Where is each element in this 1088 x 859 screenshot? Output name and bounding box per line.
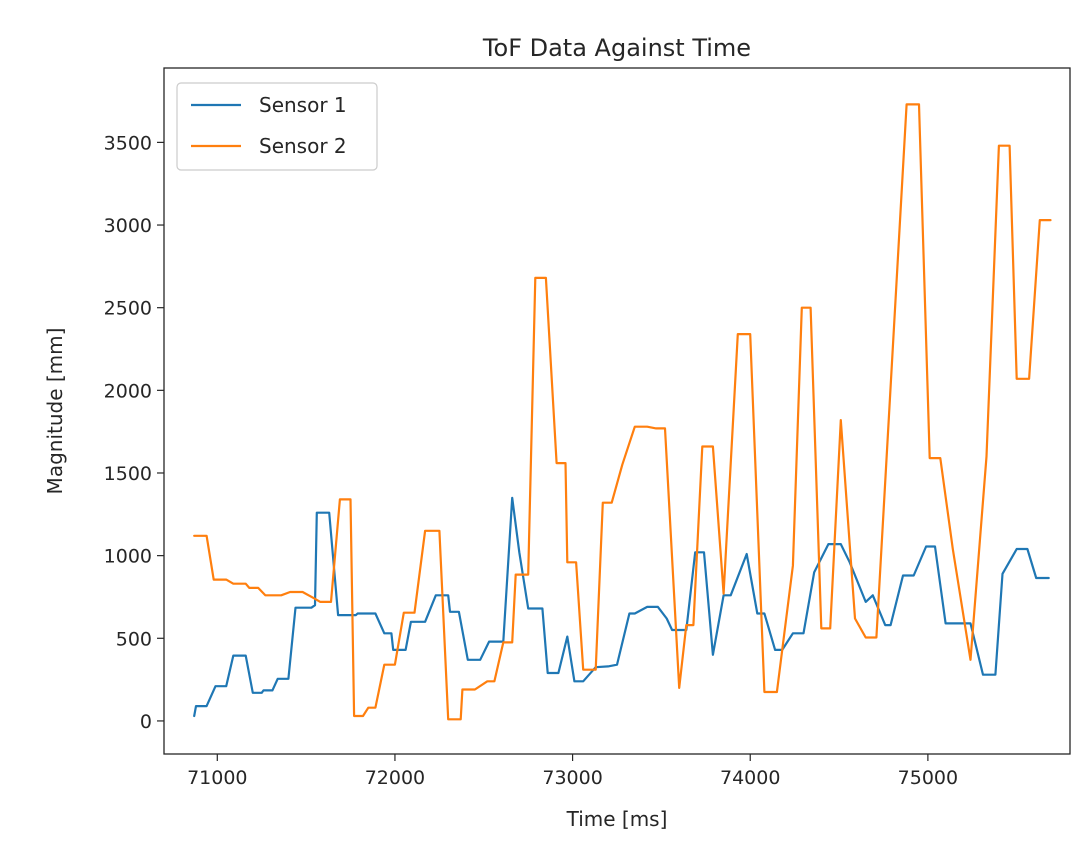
x-axis: 71000 72000 73000 74000 75000 <box>187 754 958 789</box>
x-tick-label: 74000 <box>720 767 780 789</box>
series-layer <box>193 103 1052 721</box>
x-axis-label: Time [ms] <box>566 807 668 831</box>
x-tick-label: 71000 <box>187 767 247 789</box>
x-tick-label: 72000 <box>365 767 425 789</box>
chart-title: ToF Data Against Time <box>482 34 751 62</box>
legend-label-sensor-2: Sensor 2 <box>259 134 347 158</box>
y-tick-label: 2500 <box>104 298 152 320</box>
y-tick-label: 0 <box>140 711 152 733</box>
x-tick-label: 73000 <box>542 767 602 789</box>
series-line-sensor-2 <box>193 103 1052 721</box>
y-tick-label: 1000 <box>104 546 152 568</box>
x-tick-label: 75000 <box>898 767 958 789</box>
plot-frame <box>163 67 1071 755</box>
plot-area <box>163 67 1071 755</box>
y-tick-label: 3500 <box>104 132 152 154</box>
legend: Sensor 1 Sensor 2 <box>176 82 378 171</box>
legend-label-sensor-1: Sensor 1 <box>259 93 347 117</box>
y-axis: 0 500 1000 1500 2000 2500 3000 3500 <box>104 132 164 733</box>
y-axis-label: Magnitude [mm] <box>43 328 67 495</box>
y-tick-label: 2000 <box>104 380 152 402</box>
y-tick-label: 1500 <box>104 463 152 485</box>
y-tick-label: 3000 <box>104 215 152 237</box>
series-line-sensor-1 <box>193 496 1050 718</box>
y-tick-label: 500 <box>116 628 152 650</box>
